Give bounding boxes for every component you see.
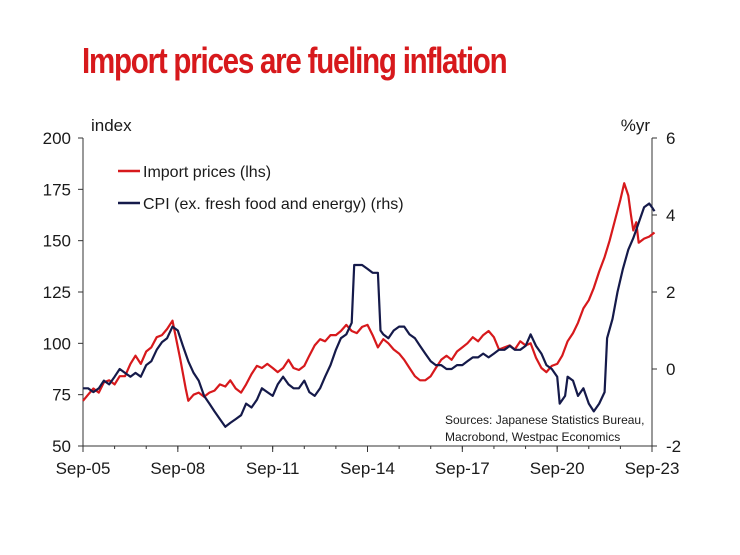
left-tick-label: 50 <box>52 437 71 456</box>
left-tick-label: 125 <box>43 283 71 302</box>
chart-title: Import prices are fueling inflation <box>82 40 508 81</box>
x-tick-label: Sep-17 <box>435 459 490 478</box>
legend-label-import-prices: Import prices (lhs) <box>143 164 271 181</box>
left-tick-label: 175 <box>43 180 71 199</box>
left-tick-label: 100 <box>43 334 71 353</box>
series-line-cpi <box>83 202 656 428</box>
series-line-import-prices <box>82 182 656 402</box>
right-axis-unit: %yr <box>621 116 651 135</box>
right-tick-label: 6 <box>666 129 675 148</box>
right-tick-label: 0 <box>666 360 675 379</box>
legend-label-cpi: CPI (ex. fresh food and energy) (rhs) <box>143 196 404 213</box>
left-tick-label: 75 <box>52 386 71 405</box>
x-tick-label: Sep-20 <box>530 459 585 478</box>
x-tick-label: Sep-23 <box>625 459 680 478</box>
right-tick-label: 4 <box>666 206 675 225</box>
left-tick-label: 150 <box>43 232 71 251</box>
left-tick-label: 200 <box>43 129 71 148</box>
legend: Import prices (lhs) CPI (ex. fresh food … <box>118 164 404 213</box>
left-axis-unit: index <box>91 116 132 135</box>
x-tick-label: Sep-11 <box>246 459 300 478</box>
x-tick-label: Sep-08 <box>150 459 205 478</box>
axes: 50 75 100 125 150 175 200 -2 0 2 4 6 Sep-05 Sep-08 Sep… <box>43 129 682 478</box>
x-tick-label: Sep-14 <box>340 459 395 478</box>
right-tick-label: -2 <box>666 437 681 456</box>
series-lines <box>82 182 656 428</box>
x-tick-label: Sep-05 <box>56 459 111 478</box>
source-note-line-1: Sources: Japanese Statistics Bureau, <box>445 413 644 427</box>
source-note-line-2: Macrobond, Westpac Economics <box>445 430 620 444</box>
right-tick-label: 2 <box>666 283 675 302</box>
